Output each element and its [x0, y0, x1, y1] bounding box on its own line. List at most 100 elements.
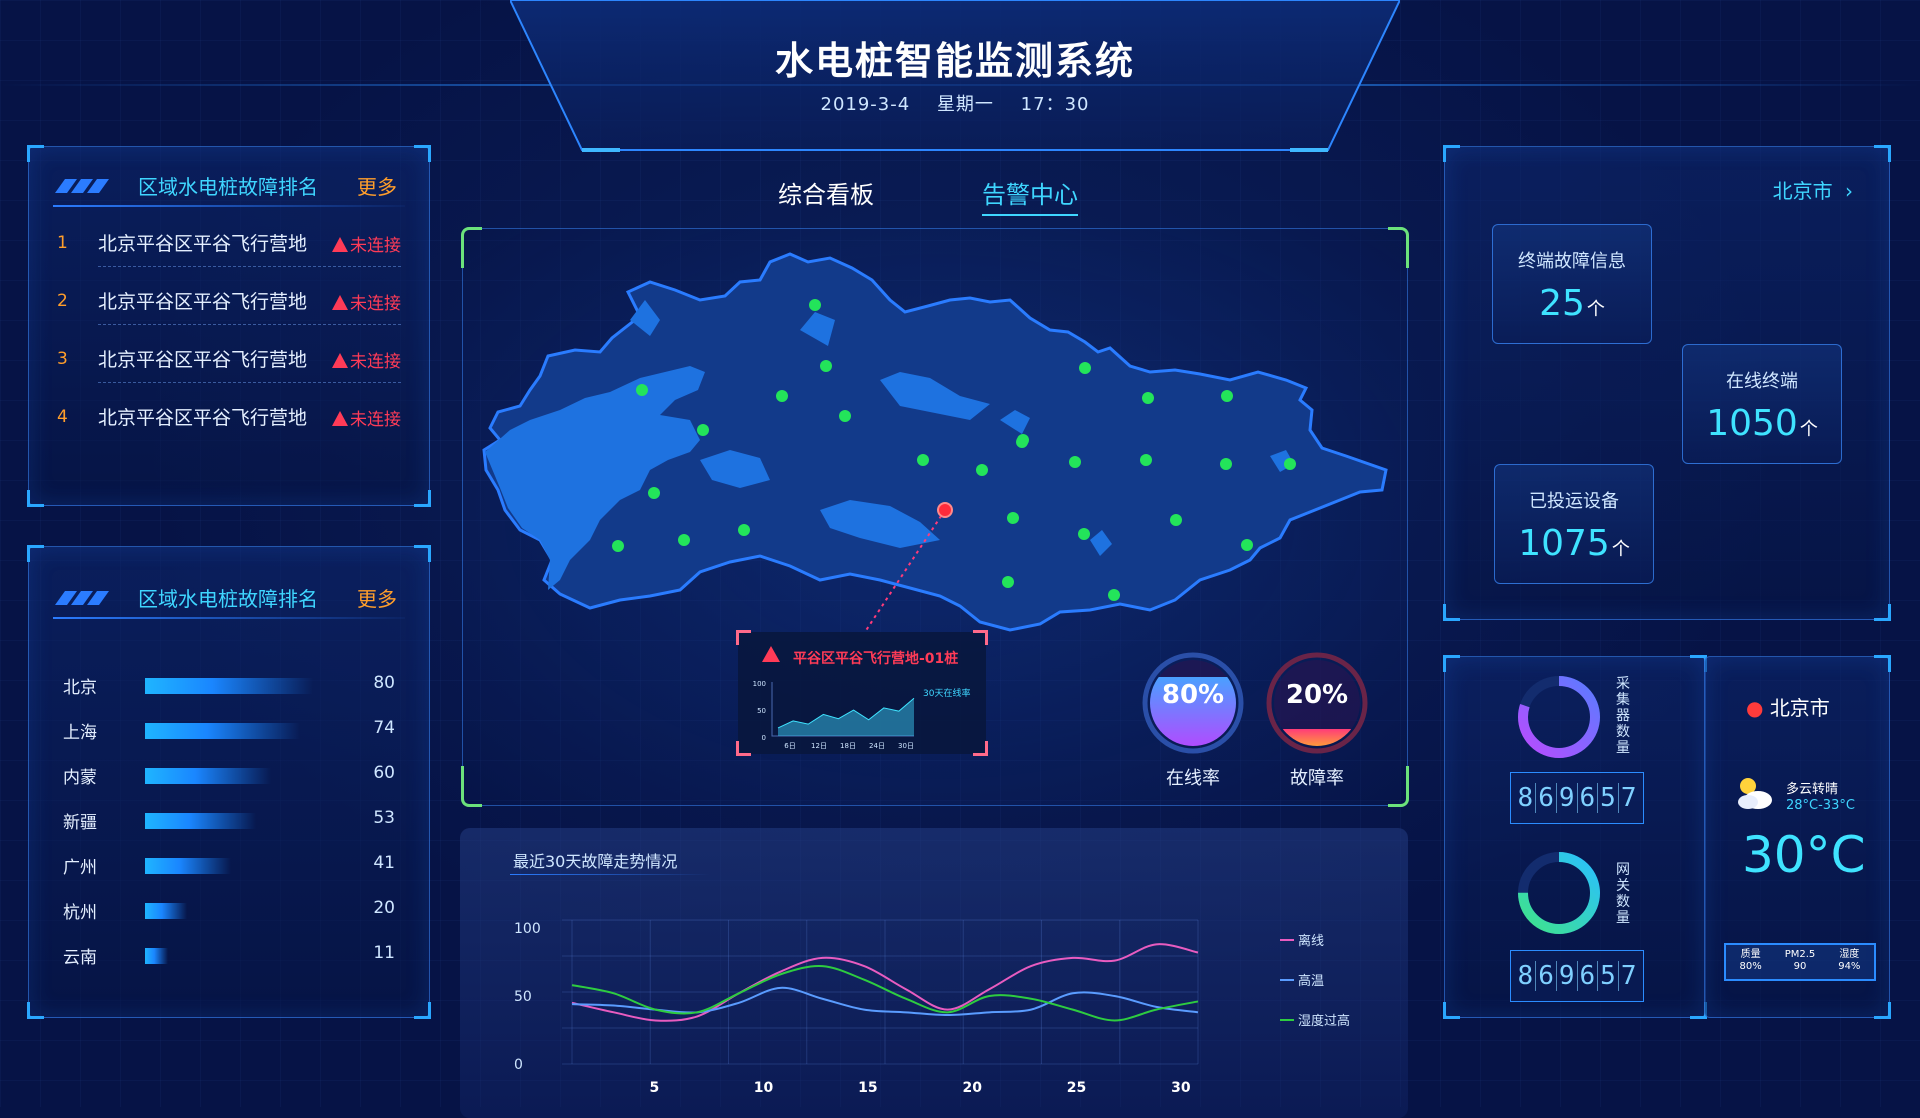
site-dot[interactable] [1108, 589, 1120, 601]
region-bar-row[interactable]: 杭州 20 [63, 894, 395, 924]
warning-icon [332, 353, 348, 368]
online-rate-label: 在线率 [1166, 768, 1220, 789]
site-dot[interactable] [1140, 454, 1152, 466]
site-dot[interactable] [1284, 458, 1296, 470]
site-dot[interactable] [1079, 362, 1091, 374]
region-bar-row[interactable]: 北京 80 [63, 669, 395, 699]
series-line-0[interactable] [571, 943, 1199, 1022]
site-dot[interactable] [1170, 514, 1182, 526]
stat-unit: 个 [1799, 419, 1818, 440]
site-dot[interactable] [839, 410, 851, 422]
page-title: 水电桩智能监测系统 [774, 39, 1135, 83]
region-value: 74 [373, 718, 395, 738]
site-dot[interactable] [1069, 456, 1081, 468]
region-bar-row[interactable]: 上海 74 [63, 714, 395, 744]
aq-value: 80% [1739, 961, 1762, 972]
site-dot[interactable] [820, 360, 832, 372]
x-tick-label: 20 [962, 1080, 982, 1096]
bar-fill [145, 768, 271, 784]
rank-number: 4 [57, 407, 68, 427]
legend-label[interactable]: 离线 [1298, 933, 1324, 949]
region-map[interactable] [462, 228, 1406, 804]
y-tick-label: 50 [514, 989, 532, 1005]
site-dot[interactable] [1007, 512, 1019, 524]
site-dot[interactable] [1002, 576, 1014, 588]
site-dot[interactable] [1220, 458, 1232, 470]
alarm-popup[interactable]: 平谷区平谷飞行营地-01桩 30天在线率 100 50 0 6日 12日 18日 24日 30… [736, 630, 988, 756]
digit: 6 [1536, 783, 1557, 813]
popup-ytick: 0 [762, 734, 766, 742]
aq-quality: 质量 80% [1726, 945, 1775, 979]
legend-label[interactable]: 湿度过高 [1298, 1013, 1350, 1029]
status-badge: 未连接 [332, 231, 401, 256]
city-selector[interactable]: 北京市 › [1773, 175, 1853, 204]
region-value: 11 [373, 943, 395, 963]
online-rate-value: 80% [1161, 680, 1225, 710]
series-line-2[interactable] [571, 964, 1199, 1022]
region-name: 上海 [63, 723, 97, 743]
site-dot[interactable] [1221, 390, 1233, 402]
legend-label[interactable]: 高温 [1298, 973, 1324, 989]
fault-list-item[interactable]: 3 北京平谷区平谷飞行营地 未连接 [53, 335, 405, 385]
site-dot[interactable] [776, 390, 788, 402]
site-dot[interactable] [976, 464, 988, 476]
rank-number: 2 [57, 291, 68, 311]
stripes-icon [55, 179, 109, 193]
gauge-ring [1142, 652, 1244, 754]
online-rate-gauge: 80% [1142, 652, 1244, 754]
popup-xtick: 24日 [869, 742, 885, 750]
digit: 9 [1557, 783, 1578, 813]
region-bar-row[interactable]: 广州 41 [63, 849, 395, 879]
trend-title: 最近30天故障走势情况 [513, 852, 678, 871]
stat-online-terminals: 在线终端 1050 个 [1682, 344, 1842, 464]
more-link[interactable]: 更多 [357, 587, 397, 611]
region-bar-row[interactable]: 内蒙 60 [63, 759, 395, 789]
region-value: 80 [373, 673, 395, 693]
city-name: 北京市 [1772, 179, 1833, 203]
corner [27, 1002, 44, 1019]
site-dot[interactable] [1142, 392, 1154, 404]
site-dot[interactable] [1078, 528, 1090, 540]
tab-alarm-center[interactable]: 告警中心 [982, 175, 1078, 216]
map-lake [800, 312, 835, 346]
corner [461, 227, 482, 268]
bar-fill [145, 858, 232, 874]
stat-value: 1050 个 [1683, 403, 1841, 444]
site-dot[interactable] [738, 524, 750, 536]
fault-list-item[interactable]: 2 北京平谷区平谷飞行营地 未连接 [53, 277, 405, 327]
fault-list-item[interactable]: 1 北京平谷区平谷飞行营地 未连接 [53, 219, 405, 269]
popup-xtick: 12日 [811, 742, 827, 750]
aq-label: PM2.5 [1784, 949, 1816, 960]
bar-track [145, 858, 355, 874]
site-dot[interactable] [697, 424, 709, 436]
site-dot[interactable] [809, 299, 821, 311]
site-dot[interactable] [917, 454, 929, 466]
more-link[interactable]: 更多 [357, 175, 397, 199]
corner [461, 766, 482, 807]
map-lake [1090, 530, 1112, 556]
digit: 7 [1620, 783, 1637, 813]
region-name: 云南 [63, 948, 97, 968]
region-name: 广州 [63, 858, 97, 878]
region-bar-row[interactable]: 云南 11 [63, 939, 395, 969]
site-name: 北京平谷区平谷飞行营地 [98, 349, 308, 371]
corner [1874, 1002, 1891, 1019]
series-line-1[interactable] [571, 986, 1199, 1017]
status-badge: 未连接 [332, 347, 401, 372]
corner [27, 145, 44, 162]
corner [27, 490, 44, 507]
tab-overview[interactable]: 综合看板 [778, 181, 874, 209]
warning-icon [332, 411, 348, 426]
site-dot[interactable] [612, 540, 624, 552]
site-dot[interactable] [648, 487, 660, 499]
gateway-label: 网关数量 [1616, 862, 1630, 926]
region-bar-row[interactable]: 新疆 53 [63, 804, 395, 834]
site-dot[interactable] [636, 384, 648, 396]
alarm-dot[interactable] [937, 502, 953, 518]
site-dot[interactable] [1016, 436, 1028, 448]
site-dot[interactable] [678, 534, 690, 546]
site-dot[interactable] [1241, 539, 1253, 551]
fault-list-item[interactable]: 4 北京平谷区平谷飞行营地 未连接 [53, 393, 405, 443]
